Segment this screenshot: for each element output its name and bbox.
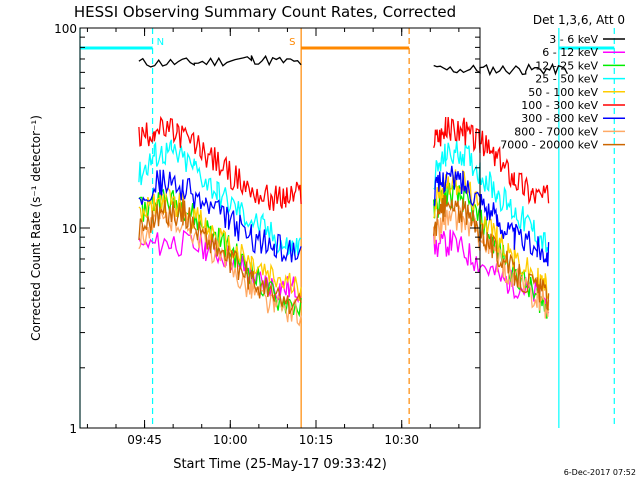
annotation-label-2: S [289,37,295,48]
plot-area: N S 09:45 10:00 10:15 10:30 1 10 100 [54,22,615,447]
legend-label-5: 100 - 300 keV [521,99,598,112]
series-line-7-0 [138,206,302,327]
series-line-5-0 [138,115,302,211]
series-line-5-1 [433,116,550,205]
chart-title: HESSI Observing Summary Count Rates, Cor… [74,3,456,21]
legend-label-3: 25 - 50 keV [535,73,598,86]
legend-label-6: 300 - 800 keV [521,112,598,125]
legend-label-1: 6 - 12 keV [542,46,598,59]
series-line-8-0 [138,198,302,315]
legend-label-7: 800 - 7000 keV [514,125,598,138]
y-axis-label: Corrected Count Rate (s⁻¹ detector⁻¹) [29,115,43,341]
legend-label-4: 50 - 100 keV [528,86,598,99]
y-tick-label-0: 1 [69,422,77,436]
series-line-8-1 [433,194,550,312]
legend-title: Det 1,3,6, Att 0 [533,13,625,27]
x-tick-label-2: 10:15 [299,433,334,447]
legend-label-2: 12 - 25 keV [535,59,598,72]
series-line-7-1 [433,204,550,319]
x-axis-label: Start Time (25-May-17 09:33:42) [173,457,387,472]
series-line-6-1 [433,165,550,267]
series-line-0-1 [433,62,568,77]
series-line-1-1 [433,229,550,318]
x-tick-label-3: 10:30 [384,433,419,447]
x-tick-label-0: 09:45 [127,433,162,447]
annotation-label-0: N [157,37,164,48]
legend-label-8: 7000 - 20000 keV [500,139,598,152]
series-line-0-0 [138,54,302,68]
y-tick-label-2: 100 [54,22,77,36]
x-tick-label-1: 10:00 [213,433,248,447]
series-line-6-0 [138,169,302,263]
series-line-4-0 [138,187,302,301]
footer-timestamp: 6-Dec-2017 07:52 [564,468,636,477]
series-line-3-1 [433,140,550,253]
legend-label-0: 3 - 6 keV [549,33,598,46]
series-line-3-0 [138,139,302,256]
y-tick-label-1: 10 [62,222,77,236]
